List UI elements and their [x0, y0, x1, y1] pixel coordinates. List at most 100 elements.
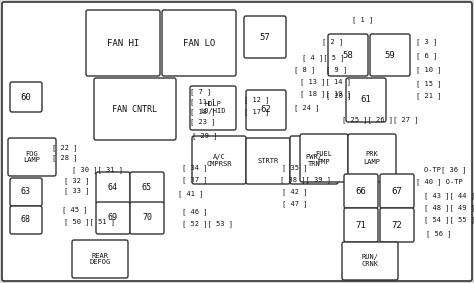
Text: [ 10 ]: [ 10 ] [416, 67, 441, 73]
FancyBboxPatch shape [300, 134, 348, 182]
Text: PWR/
TRN: PWR/ TRN [306, 153, 322, 166]
FancyBboxPatch shape [344, 174, 378, 208]
FancyBboxPatch shape [72, 240, 128, 278]
Text: [ 38 ][ 39 ]: [ 38 ][ 39 ] [280, 177, 331, 183]
FancyBboxPatch shape [344, 208, 378, 242]
Text: [ 11 ]: [ 11 ] [190, 98, 216, 105]
FancyBboxPatch shape [130, 172, 164, 204]
Text: [ 50 ][ 51 ]: [ 50 ][ 51 ] [64, 219, 115, 225]
Text: [ 47 ]: [ 47 ] [282, 201, 308, 207]
Text: 69: 69 [108, 213, 118, 222]
Text: [ 6 ]: [ 6 ] [416, 53, 437, 59]
Text: [ 48 ][ 49 ]: [ 48 ][ 49 ] [424, 205, 474, 211]
Text: [ 28 ]: [ 28 ] [52, 155, 78, 161]
Text: [ 43 ][ 44 ]: [ 43 ][ 44 ] [424, 193, 474, 200]
Text: [ 52 ][ 53 ]: [ 52 ][ 53 ] [182, 221, 233, 227]
FancyBboxPatch shape [346, 78, 386, 122]
Text: 60: 60 [21, 93, 31, 102]
Text: [ 3 ]: [ 3 ] [416, 38, 437, 45]
Text: [ 23 ]: [ 23 ] [190, 119, 216, 125]
FancyBboxPatch shape [244, 16, 286, 58]
FancyBboxPatch shape [328, 34, 368, 76]
FancyBboxPatch shape [162, 10, 236, 76]
Text: [ 13 ][ 14 ]: [ 13 ][ 14 ] [300, 79, 351, 85]
Text: [ 20 ]: [ 20 ] [326, 93, 352, 99]
Text: 72: 72 [392, 220, 402, 230]
Text: [ 40 ] O-TP: [ 40 ] O-TP [416, 179, 463, 185]
FancyBboxPatch shape [348, 134, 396, 182]
FancyBboxPatch shape [96, 202, 130, 234]
Text: 66: 66 [356, 186, 366, 196]
Text: [ 45 ]: [ 45 ] [62, 207, 88, 213]
Text: FAN CNTRL: FAN CNTRL [112, 104, 157, 113]
Text: [ 22 ]: [ 22 ] [52, 145, 78, 151]
Text: REAR
DEFOG: REAR DEFOG [90, 252, 110, 265]
Text: [ 33 ]: [ 33 ] [64, 188, 90, 194]
Text: [ 1 ]: [ 1 ] [352, 17, 373, 23]
FancyBboxPatch shape [94, 78, 176, 140]
Text: PRK
LAMP: PRK LAMP [364, 151, 381, 164]
Text: [ 46 ]: [ 46 ] [182, 209, 208, 215]
Text: [ 29 ]: [ 29 ] [192, 133, 218, 139]
Text: RUN/
CRNK: RUN/ CRNK [362, 254, 379, 267]
FancyBboxPatch shape [10, 206, 42, 234]
Text: 62: 62 [261, 106, 272, 115]
Text: FAN LO: FAN LO [183, 38, 215, 48]
Text: HDLP
LO/HID: HDLP LO/HID [200, 102, 226, 115]
FancyBboxPatch shape [2, 2, 472, 281]
Text: [ 8 ]: [ 8 ] [294, 67, 315, 73]
Text: 71: 71 [356, 220, 366, 230]
Text: [ 24 ]: [ 24 ] [294, 105, 319, 112]
Text: [ 17 ]: [ 17 ] [244, 109, 270, 115]
Text: [ 42 ]: [ 42 ] [282, 189, 308, 195]
Text: A/C
CMPRSR: A/C CMPRSR [206, 153, 232, 166]
FancyBboxPatch shape [380, 208, 414, 242]
Text: [ 34 ]: [ 34 ] [182, 165, 208, 171]
Text: [ 9 ]: [ 9 ] [326, 67, 347, 73]
Text: 65: 65 [142, 183, 152, 192]
Text: [ 41 ]: [ 41 ] [178, 191, 203, 197]
Text: [ 18 ][ 19 ]: [ 18 ][ 19 ] [300, 91, 351, 97]
FancyBboxPatch shape [370, 34, 410, 76]
FancyBboxPatch shape [86, 10, 160, 76]
FancyBboxPatch shape [380, 174, 414, 208]
Text: [ 30 ][ 31 ]: [ 30 ][ 31 ] [72, 167, 123, 173]
Text: 57: 57 [260, 33, 270, 42]
Text: [ 4 ][ 5 ]: [ 4 ][ 5 ] [302, 55, 345, 61]
FancyBboxPatch shape [130, 202, 164, 234]
Text: [ 32 ]: [ 32 ] [64, 178, 90, 185]
Text: 58: 58 [343, 50, 354, 59]
Text: 59: 59 [384, 50, 395, 59]
Text: [ 15 ]: [ 15 ] [416, 81, 441, 87]
Text: 70: 70 [142, 213, 152, 222]
Text: [ 7 ]: [ 7 ] [190, 89, 211, 95]
FancyBboxPatch shape [190, 86, 236, 130]
FancyBboxPatch shape [192, 136, 246, 184]
Text: [ 54 ][ 55 ]: [ 54 ][ 55 ] [424, 216, 474, 223]
FancyBboxPatch shape [246, 90, 286, 130]
Text: 61: 61 [361, 95, 371, 104]
FancyBboxPatch shape [8, 138, 56, 176]
Text: 68: 68 [21, 215, 31, 224]
Text: [ 21 ]: [ 21 ] [416, 93, 441, 99]
Text: O-TP[ 36 ]: O-TP[ 36 ] [424, 167, 466, 173]
Text: [ 37 ]: [ 37 ] [182, 177, 208, 183]
Text: 63: 63 [21, 188, 31, 196]
FancyBboxPatch shape [96, 172, 130, 204]
Text: FOG
LAMP: FOG LAMP [24, 151, 40, 164]
FancyBboxPatch shape [246, 138, 290, 184]
Text: STRTR: STRTR [257, 158, 279, 164]
Text: [ 12 ]: [ 12 ] [244, 97, 270, 103]
Text: FAN HI: FAN HI [107, 38, 139, 48]
Text: [ 2 ]: [ 2 ] [322, 38, 343, 45]
FancyBboxPatch shape [10, 82, 42, 112]
Text: 64: 64 [108, 183, 118, 192]
Text: [ 35 ]: [ 35 ] [282, 165, 308, 171]
Text: FUEL
PMP: FUEL PMP [316, 151, 332, 164]
Text: 67: 67 [392, 186, 402, 196]
Text: [ 56 ]: [ 56 ] [426, 231, 452, 237]
Text: [ 18 ]: [ 18 ] [190, 109, 216, 115]
FancyBboxPatch shape [10, 178, 42, 206]
FancyBboxPatch shape [290, 136, 338, 184]
FancyBboxPatch shape [342, 242, 398, 280]
